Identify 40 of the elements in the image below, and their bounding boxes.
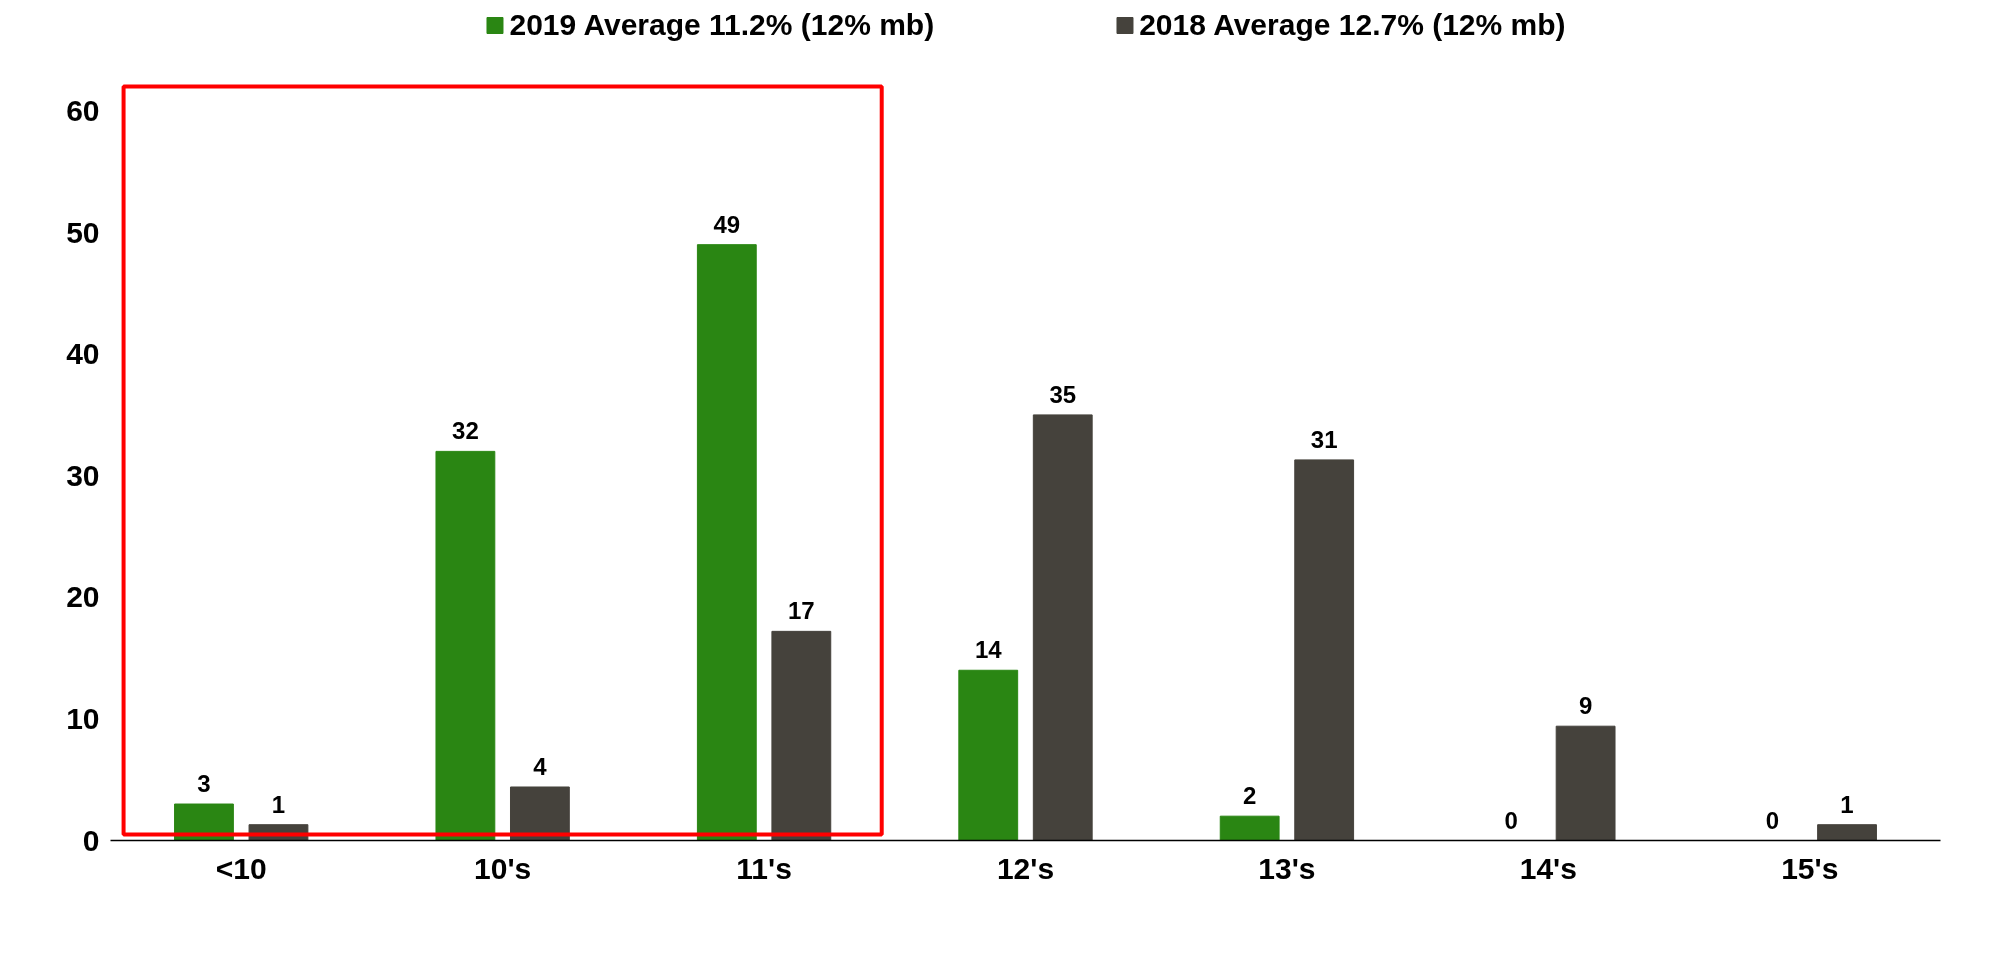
data-label: 1	[271, 790, 286, 818]
data-label: 49	[713, 210, 741, 238]
data-label: 3	[197, 770, 211, 798]
y-tick-label: 40	[66, 337, 100, 371]
legend-label: 2018 Average 12.7% (12% mb)	[1139, 8, 1566, 42]
y-tick-label: 30	[66, 458, 100, 492]
bar	[696, 244, 757, 841]
x-tick-label: <10	[215, 851, 267, 885]
data-label: 32	[452, 417, 479, 445]
bar	[958, 669, 1019, 841]
data-label: 2	[1243, 782, 1257, 810]
bar	[1032, 414, 1093, 841]
y-tick-label: 10	[66, 701, 100, 735]
data-label: 9	[1578, 692, 1593, 720]
x-tick-label: 10's	[474, 851, 532, 885]
x-tick-label: 14's	[1519, 851, 1577, 885]
data-label: 14	[974, 636, 1003, 664]
bar	[771, 630, 832, 841]
data-label: 17	[787, 597, 815, 625]
y-tick-label: 0	[82, 823, 100, 857]
y-tick-label: 50	[66, 215, 100, 249]
data-label: 1	[1840, 790, 1854, 818]
bar	[435, 450, 496, 841]
data-label: 35	[1049, 380, 1077, 408]
y-tick-label: 60	[66, 93, 100, 127]
bar	[1555, 725, 1616, 841]
x-tick-label: 12's	[996, 851, 1055, 885]
bar	[509, 786, 570, 841]
bar	[1817, 824, 1877, 841]
data-label: 31	[1310, 425, 1338, 453]
data-label: 0	[1504, 806, 1518, 834]
data-label: 0	[1765, 806, 1780, 834]
x-tick-label: 13's	[1258, 851, 1316, 885]
x-tick-label: 15's	[1781, 851, 1839, 885]
y-tick-label: 20	[66, 580, 100, 614]
x-tick-label: 11's	[736, 851, 792, 885]
bar	[1294, 459, 1355, 841]
bar	[1219, 815, 1280, 841]
data-label: 4	[533, 753, 548, 780]
legend-label: 2019 Average 11.2% (12% mb)	[509, 8, 935, 42]
